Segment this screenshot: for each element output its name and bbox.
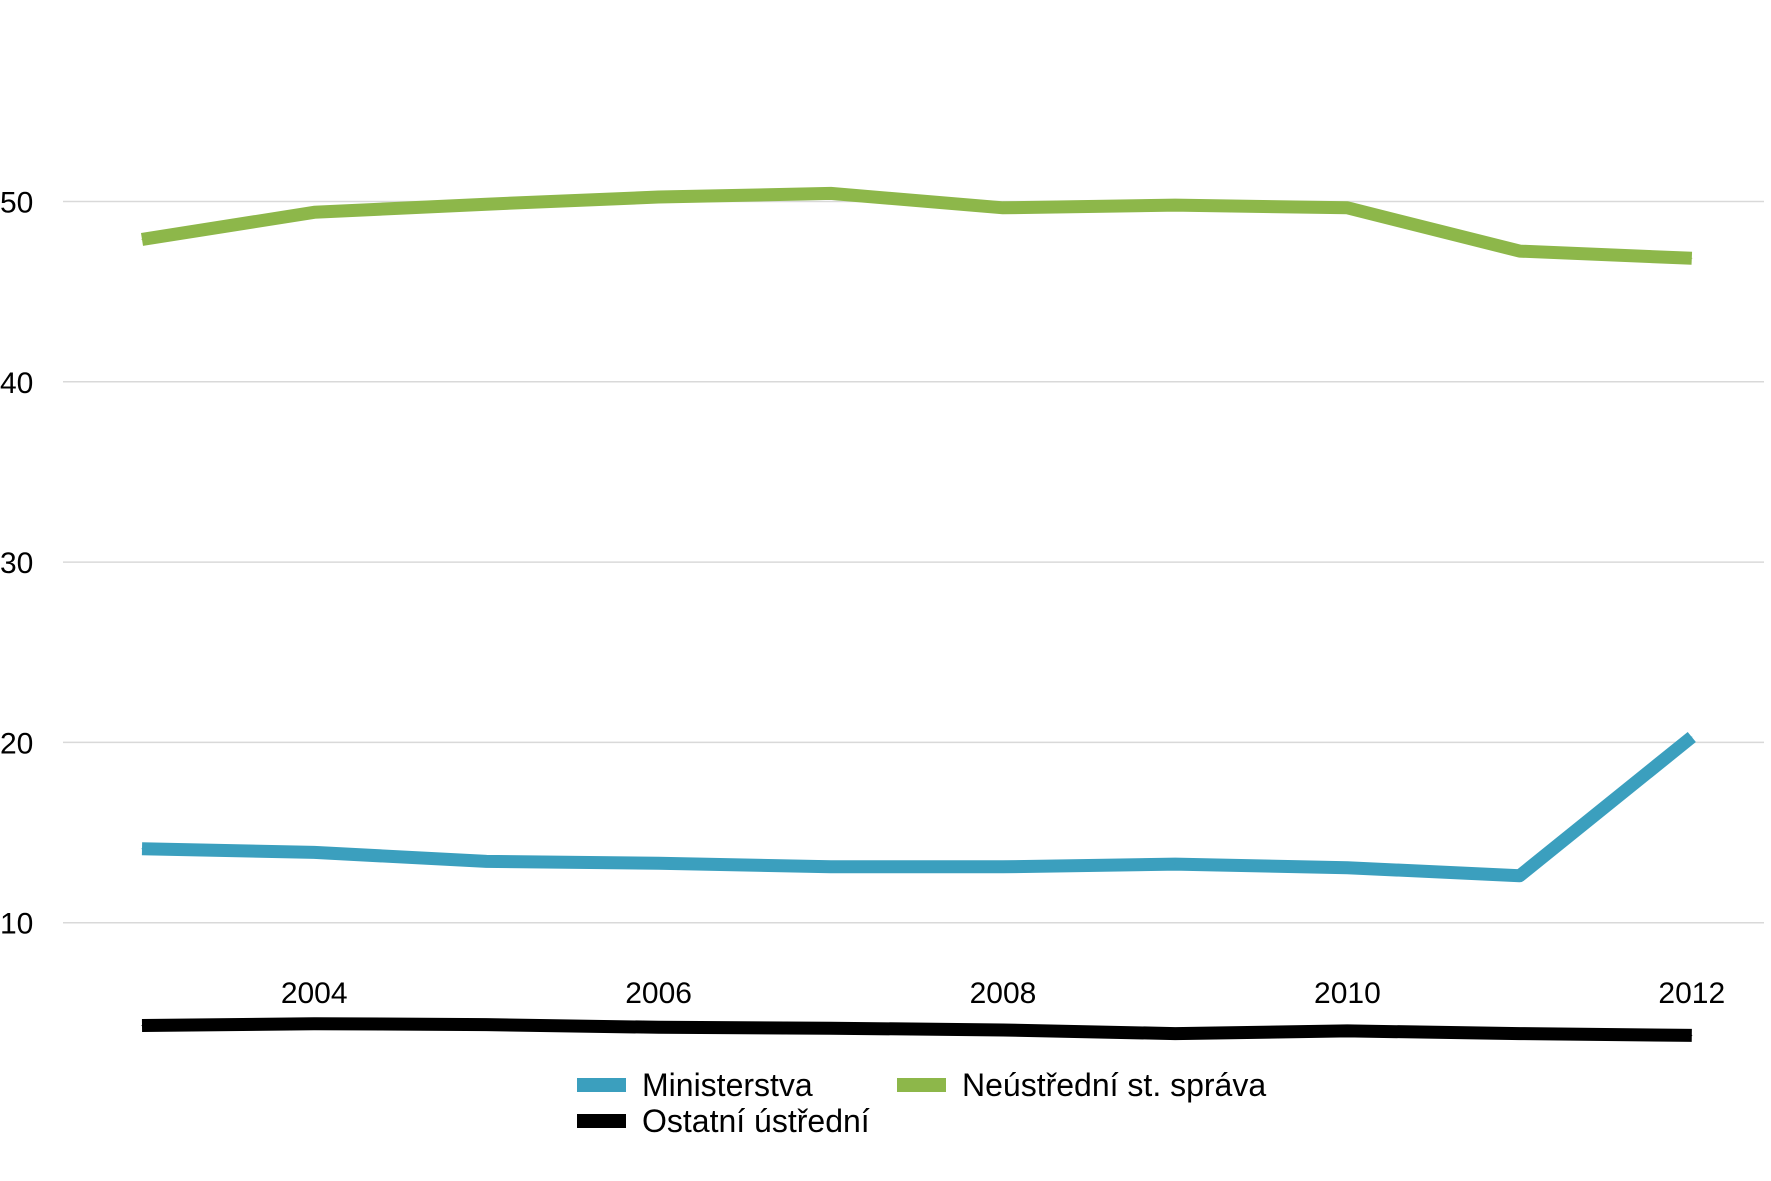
- legend-item: Neústřední st. správa: [897, 1067, 1266, 1103]
- data-point: [1346, 1030, 1348, 1032]
- data-point: [313, 211, 315, 213]
- data-point: [1691, 736, 1693, 738]
- data-point: [1691, 1034, 1693, 1036]
- legend-item: Ministerstva: [577, 1067, 813, 1103]
- data-point: [1346, 867, 1348, 869]
- x-tick-label: 2010: [1314, 977, 1381, 1010]
- data-point: [485, 860, 487, 862]
- y-tick-label: 40: [0, 367, 33, 400]
- data-point: [658, 196, 660, 198]
- series-line: [140, 186, 1693, 265]
- series-line: [141, 731, 1696, 883]
- y-tick-label: 50: [0, 187, 33, 220]
- series-0: [141, 731, 1696, 883]
- series-1: [140, 186, 1693, 265]
- legend: Ministerstva Neústřední st. správa Ostatní…: [577, 1067, 1266, 1139]
- legend-label: Neústřední st. správa: [962, 1067, 1266, 1103]
- x-tick-label: 2006: [625, 977, 692, 1010]
- y-tick-label: 30: [0, 547, 33, 580]
- data-point: [1174, 1033, 1176, 1035]
- data-point: [658, 1026, 660, 1028]
- data-point: [313, 851, 315, 853]
- legend-swatch: [897, 1078, 946, 1092]
- x-tick-label: 2004: [281, 977, 348, 1010]
- data-point: [141, 848, 143, 850]
- x-tick-label: 2008: [970, 977, 1037, 1010]
- data-point: [1519, 250, 1521, 252]
- series-line: [141, 1017, 1692, 1042]
- y-tick-label: 20: [0, 727, 33, 760]
- data-point: [1002, 866, 1004, 868]
- data-point: [141, 1024, 143, 1026]
- legend-item: Ostatní ústřední: [577, 1103, 870, 1139]
- data-point: [1002, 1029, 1004, 1031]
- data-point: [830, 1027, 832, 1029]
- legend-label: Ministerstva: [642, 1067, 813, 1103]
- data-point: [313, 1023, 315, 1025]
- data-point: [1519, 875, 1521, 877]
- data-point: [1174, 863, 1176, 865]
- legend-label: Ostatní ústřední: [642, 1103, 870, 1139]
- y-tick-label: 10: [0, 908, 33, 941]
- series-2: [141, 1017, 1693, 1042]
- legend-swatch: [577, 1078, 626, 1092]
- data-point: [830, 866, 832, 868]
- grid: [63, 200, 1764, 924]
- data-point: [830, 192, 832, 194]
- x-tick-label: 2012: [1658, 977, 1725, 1010]
- data-point: [1002, 207, 1004, 209]
- legend-swatch: [577, 1114, 626, 1128]
- series-lines: [140, 186, 1696, 1042]
- data-point: [1174, 204, 1176, 206]
- data-point: [1346, 207, 1348, 209]
- y-axis-ticks: 10 20 30 40 50: [0, 187, 33, 941]
- data-point: [658, 862, 660, 864]
- data-point: [485, 203, 487, 205]
- data-point: [1691, 257, 1693, 259]
- x-axis-ticks: 2004 2006 2008 2010 2012: [281, 977, 1725, 1010]
- data-point: [141, 238, 143, 240]
- data-point: [485, 1024, 487, 1026]
- data-point: [1519, 1033, 1521, 1035]
